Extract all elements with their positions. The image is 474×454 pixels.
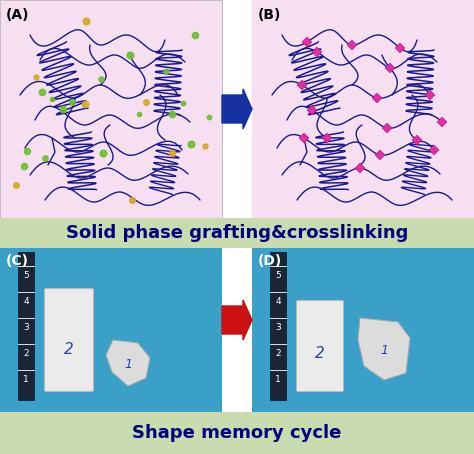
Text: Shape memory cycle: Shape memory cycle xyxy=(132,424,342,442)
Polygon shape xyxy=(312,47,322,57)
Text: 1: 1 xyxy=(275,375,281,385)
Text: 4: 4 xyxy=(275,297,281,306)
Polygon shape xyxy=(297,80,307,90)
Text: 3: 3 xyxy=(275,324,281,332)
FancyBboxPatch shape xyxy=(0,0,222,218)
FancyBboxPatch shape xyxy=(252,248,474,412)
Polygon shape xyxy=(429,145,439,155)
Polygon shape xyxy=(307,105,317,115)
Polygon shape xyxy=(372,93,382,103)
Polygon shape xyxy=(222,89,252,129)
Polygon shape xyxy=(437,117,447,127)
FancyBboxPatch shape xyxy=(252,0,474,218)
Polygon shape xyxy=(299,133,309,143)
FancyBboxPatch shape xyxy=(0,218,474,248)
Text: 2: 2 xyxy=(275,350,281,359)
FancyBboxPatch shape xyxy=(45,288,93,391)
Polygon shape xyxy=(385,63,395,73)
Polygon shape xyxy=(395,43,405,53)
Text: (C): (C) xyxy=(6,254,29,268)
FancyBboxPatch shape xyxy=(297,301,344,391)
Polygon shape xyxy=(347,40,357,50)
FancyBboxPatch shape xyxy=(0,412,474,454)
Polygon shape xyxy=(302,37,312,47)
Polygon shape xyxy=(355,163,365,173)
Text: 1: 1 xyxy=(124,357,132,370)
Text: 5: 5 xyxy=(23,271,29,281)
FancyBboxPatch shape xyxy=(0,248,222,412)
Text: 1: 1 xyxy=(380,344,388,356)
Text: (A): (A) xyxy=(6,8,29,22)
Text: Solid phase grafting&crosslinking: Solid phase grafting&crosslinking xyxy=(66,224,408,242)
Polygon shape xyxy=(322,133,332,143)
Polygon shape xyxy=(425,90,435,100)
Text: 2: 2 xyxy=(315,346,325,361)
Text: (B): (B) xyxy=(258,8,282,22)
Polygon shape xyxy=(222,300,252,340)
FancyBboxPatch shape xyxy=(18,252,34,400)
Polygon shape xyxy=(358,318,410,380)
Text: (D): (D) xyxy=(258,254,282,268)
FancyBboxPatch shape xyxy=(270,252,286,400)
Polygon shape xyxy=(382,123,392,133)
Text: 2: 2 xyxy=(23,350,29,359)
Text: 4: 4 xyxy=(23,297,29,306)
Text: 3: 3 xyxy=(23,324,29,332)
Text: 5: 5 xyxy=(275,271,281,281)
Polygon shape xyxy=(106,340,150,386)
Polygon shape xyxy=(375,150,385,160)
Text: 2: 2 xyxy=(64,342,74,357)
Polygon shape xyxy=(412,135,422,145)
Text: 1: 1 xyxy=(23,375,29,385)
